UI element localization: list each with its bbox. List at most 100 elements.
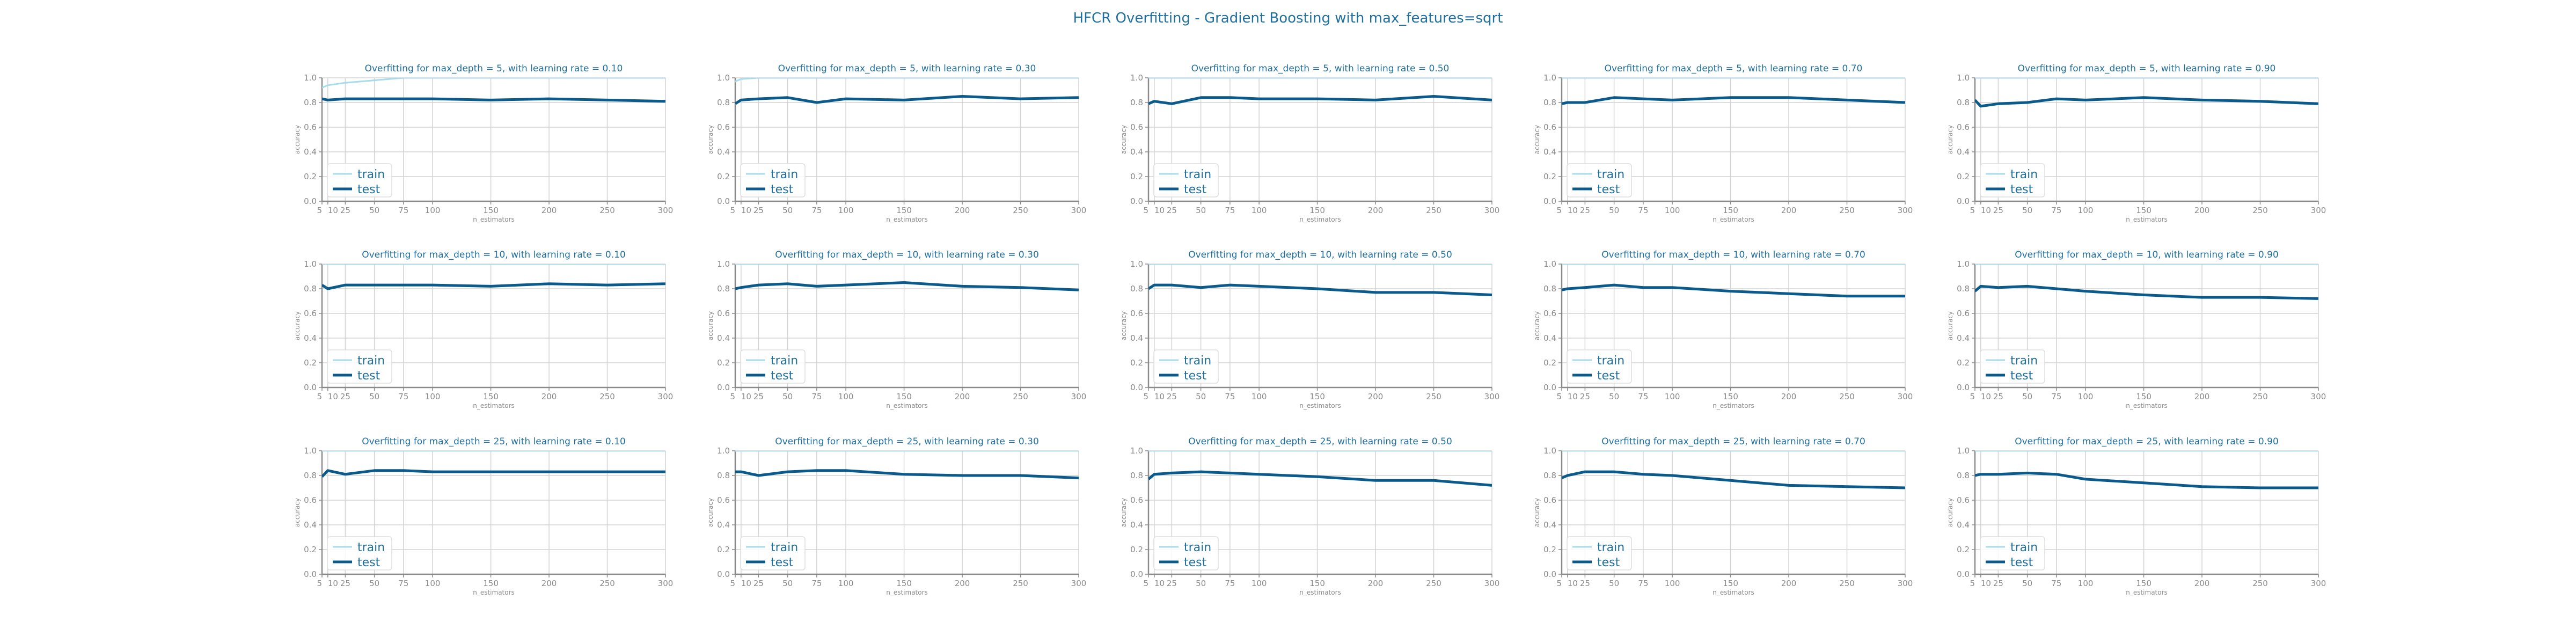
x-tick-label: 200 bbox=[1781, 392, 1797, 401]
x-tick-label: 50 bbox=[782, 206, 793, 215]
y-tick-label: 0.2 bbox=[1130, 358, 1143, 368]
x-tick-label: 75 bbox=[811, 392, 822, 401]
x-tick-label: 5 bbox=[1970, 579, 1975, 588]
y-tick-label: 1.0 bbox=[1130, 73, 1143, 83]
x-tick-label: 100 bbox=[838, 392, 854, 401]
y-tick-label: 0.8 bbox=[1543, 98, 1556, 107]
y-tick-label: 0.6 bbox=[304, 122, 317, 132]
y-tick-label: 1.0 bbox=[717, 259, 730, 269]
y-tick-label: 0.6 bbox=[1543, 309, 1556, 318]
x-tick-label: 150 bbox=[2136, 579, 2151, 588]
x-tick-label: 150 bbox=[2136, 392, 2151, 401]
x-tick-label: 50 bbox=[369, 206, 379, 215]
y-tick-label: 0.2 bbox=[304, 358, 317, 368]
x-tick-label: 150 bbox=[1309, 206, 1325, 215]
x-tick-label: 5 bbox=[317, 206, 322, 215]
legend-label-test: test bbox=[357, 183, 380, 196]
y-tick-label: 0.6 bbox=[717, 495, 730, 505]
x-tick-label: 250 bbox=[2252, 392, 2268, 401]
x-tick-label: 250 bbox=[1426, 579, 1441, 588]
y-tick-label: 0.4 bbox=[1543, 147, 1556, 157]
x-tick-label: 25 bbox=[1167, 579, 1177, 588]
x-tick-label: 150 bbox=[896, 579, 912, 588]
x-tick-label: 10 bbox=[741, 206, 751, 215]
x-tick-label: 75 bbox=[1638, 579, 1648, 588]
series-line-train bbox=[322, 78, 665, 89]
x-tick-label: 250 bbox=[1426, 392, 1441, 401]
y-tick-label: 0.0 bbox=[304, 383, 317, 392]
y-tick-label: 0.0 bbox=[717, 196, 730, 206]
x-axis-label: n_estimators bbox=[1713, 589, 1754, 596]
subplot-1: 5 10 25 50 75 100 150 200 250 300 0.0 0.2 0.4 0.6 0.8 1… bbox=[294, 63, 673, 223]
y-tick-label: 1.0 bbox=[1957, 259, 1970, 269]
series-line-test bbox=[1562, 470, 1905, 489]
x-tick-label: 100 bbox=[425, 206, 441, 215]
series-line-test bbox=[735, 469, 1079, 480]
y-tick-label: 0.8 bbox=[1957, 98, 1970, 107]
x-tick-label: 75 bbox=[811, 206, 822, 215]
subplot-title: Overfitting for max_depth = 5, with lear… bbox=[1605, 63, 1863, 74]
x-tick-label: 25 bbox=[1993, 579, 2003, 588]
series-line-test bbox=[1975, 284, 2318, 300]
legend-label-test: test bbox=[2010, 556, 2033, 569]
subplot-10: 5 10 25 50 75 100 150 200 250 300 0.0 0.2 0.4 0.6 0.8 1… bbox=[1946, 250, 2326, 409]
subplot-8: 5 10 25 50 75 100 150 200 250 300 0.0 0.2 0.4 0.6 0.8 1… bbox=[1120, 250, 1499, 409]
y-axis-label: accuracy bbox=[294, 311, 301, 340]
x-tick-label: 5 bbox=[730, 206, 735, 215]
x-tick-label: 50 bbox=[1609, 206, 1619, 215]
subplot-3: 5 10 25 50 75 100 150 200 250 300 0.0 0.2 0.4 0.6 0.8 1… bbox=[1120, 63, 1499, 223]
x-tick-label: 10 bbox=[1981, 206, 1991, 215]
y-tick-label: 0.2 bbox=[717, 358, 730, 368]
x-axis-label: n_estimators bbox=[1299, 402, 1341, 409]
subplot-13: 5 10 25 50 75 100 150 200 250 300 0.0 0.2 0.4 0.6 0.8 1… bbox=[1120, 436, 1499, 596]
legend-label-test: test bbox=[357, 369, 380, 383]
x-tick-label: 200 bbox=[2194, 392, 2210, 401]
y-tick-label: 1.0 bbox=[717, 73, 730, 83]
x-tick-label: 150 bbox=[1309, 392, 1325, 401]
x-tick-label: 75 bbox=[2051, 579, 2061, 588]
x-tick-label: 300 bbox=[1071, 392, 1087, 401]
legend-label-test: test bbox=[1597, 183, 1620, 196]
x-tick-label: 300 bbox=[1484, 579, 1500, 588]
x-axis-label: n_estimators bbox=[1299, 589, 1341, 596]
x-tick-label: 300 bbox=[1484, 206, 1500, 215]
x-tick-label: 50 bbox=[1609, 579, 1619, 588]
x-tick-label: 25 bbox=[753, 206, 764, 215]
y-tick-label: 1.0 bbox=[304, 73, 317, 83]
x-tick-label: 250 bbox=[2252, 579, 2268, 588]
x-tick-label: 250 bbox=[1013, 579, 1028, 588]
x-tick-label: 5 bbox=[1556, 206, 1562, 215]
x-axis-label: n_estimators bbox=[2126, 589, 2168, 596]
y-tick-label: 0.2 bbox=[1130, 545, 1143, 554]
series-line-test bbox=[1562, 283, 1905, 298]
series-line-test bbox=[322, 282, 665, 290]
x-tick-label: 200 bbox=[1368, 206, 1384, 215]
x-tick-label: 200 bbox=[1368, 392, 1384, 401]
x-tick-label: 100 bbox=[1665, 206, 1680, 215]
x-tick-label: 50 bbox=[1196, 392, 1206, 401]
x-tick-label: 75 bbox=[2051, 392, 2061, 401]
x-tick-label: 100 bbox=[1665, 579, 1680, 588]
x-tick-label: 300 bbox=[1898, 579, 1913, 588]
x-tick-label: 100 bbox=[1252, 579, 1267, 588]
y-tick-label: 0.2 bbox=[1130, 172, 1143, 181]
x-tick-label: 250 bbox=[1013, 206, 1028, 215]
y-axis-label: accuracy bbox=[294, 498, 301, 527]
x-tick-label: 10 bbox=[1154, 206, 1165, 215]
y-tick-label: 0.4 bbox=[1957, 520, 1970, 530]
y-tick-label: 0.2 bbox=[717, 172, 730, 181]
subplot-title: Overfitting for max_depth = 25, with lea… bbox=[775, 436, 1039, 447]
x-axis-label: n_estimators bbox=[886, 216, 928, 223]
x-tick-label: 150 bbox=[483, 392, 499, 401]
x-tick-label: 100 bbox=[838, 206, 854, 215]
y-axis-label: accuracy bbox=[1533, 498, 1541, 527]
legend-label-train: train bbox=[771, 354, 798, 368]
y-tick-label: 1.0 bbox=[1543, 73, 1556, 83]
x-tick-label: 10 bbox=[328, 579, 338, 588]
x-tick-label: 250 bbox=[1839, 579, 1855, 588]
y-tick-label: 0.6 bbox=[304, 495, 317, 505]
y-axis-label: accuracy bbox=[707, 311, 714, 340]
